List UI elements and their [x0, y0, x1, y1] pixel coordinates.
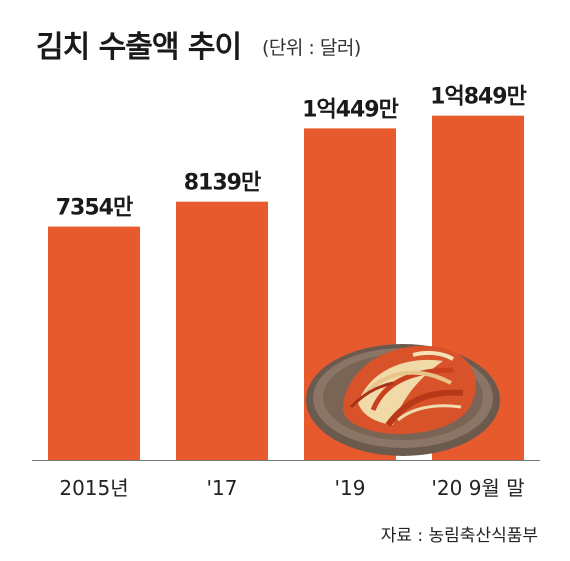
value-label-0: 7354만: [56, 196, 133, 221]
kimchi-plate-image: [306, 344, 500, 456]
x-tick-label-3: '20 9월 말: [431, 476, 524, 500]
value-label-3: 1억849만: [430, 85, 526, 110]
x-tick-label-0: 2015년: [59, 476, 128, 500]
chart-unit-label: (단위 : 달러): [262, 37, 361, 59]
chart-title: 김치 수출액 추이: [36, 30, 242, 65]
bar-0: [48, 226, 140, 460]
value-label-1: 8139만: [184, 171, 261, 196]
x-tick-label-2: '19: [335, 476, 366, 500]
x-tick-label-1: '17: [207, 476, 238, 500]
source-note: 자료 : 농림축산식품부: [380, 526, 538, 546]
value-label-2: 1억449만: [302, 97, 398, 122]
bar-1: [176, 201, 268, 460]
